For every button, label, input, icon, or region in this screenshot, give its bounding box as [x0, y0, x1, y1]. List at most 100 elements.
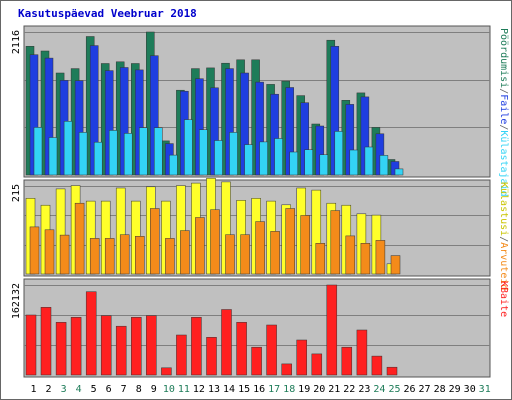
side-label-part: Arvuteid — [498, 242, 509, 290]
bar-Külastajaid-day-19 — [304, 149, 313, 176]
bar-Arvuteid-day-4 — [74, 202, 85, 275]
bar-Külastajaid-day-12 — [199, 129, 208, 176]
bar-KBaite-day-11 — [176, 334, 187, 376]
bar-Külastajaid-day-6 — [108, 130, 118, 176]
bar-Arvuteid-day-7 — [119, 234, 130, 275]
x-tick-label: 2 — [45, 384, 51, 395]
bar-Arvuteid-day-22 — [345, 235, 356, 275]
bar-KBaite-day-2 — [40, 307, 52, 376]
bar-KBaite-day-3 — [55, 322, 67, 376]
bar-Arvuteid-day-10 — [165, 238, 175, 275]
bar-Külastajaid-day-13 — [214, 140, 223, 176]
x-tick-label: 23 — [358, 384, 370, 395]
bar-Külastajaid-day-23 — [364, 146, 374, 176]
side-label-part: Külastusi — [498, 182, 509, 236]
x-tick-label: 30 — [464, 384, 476, 395]
bar-Külastajaid-day-9 — [154, 127, 163, 176]
bar-Külastajaid-day-5 — [93, 141, 103, 176]
panel-2: 215 — [11, 177, 491, 277]
bar-Arvuteid-day-13 — [210, 209, 220, 275]
bar-Arvuteid-day-9 — [150, 208, 160, 275]
bar-Arvuteid-day-11 — [180, 230, 190, 275]
bar-Külastajaid-day-17 — [274, 138, 283, 176]
x-tick-label: 20 — [313, 384, 325, 395]
x-tick-label: 24 — [373, 384, 385, 395]
x-tick-label: 3 — [61, 384, 67, 395]
chart-title: Kasutuspäevad Veebruar 2018 — [18, 7, 197, 20]
bar-Külastajaid-day-10 — [169, 154, 178, 176]
bar-Külastajaid-day-1 — [33, 127, 43, 176]
bar-KBaite-day-19 — [296, 339, 307, 376]
x-tick-label: 10 — [163, 384, 175, 395]
bar-Arvuteid-day-15 — [240, 234, 250, 275]
x-tick-label: 7 — [121, 384, 127, 395]
x-tick-label: 5 — [91, 384, 97, 395]
bar-KBaite-day-18 — [281, 363, 292, 376]
side-label-part: / — [498, 236, 509, 242]
bar-Arvuteid-day-20 — [315, 243, 326, 275]
bar-KBaite-day-16 — [251, 346, 262, 376]
bar-Arvuteid-day-2 — [44, 229, 55, 275]
bar-Arvuteid-day-17 — [270, 231, 280, 275]
bar-KBaite-day-8 — [131, 317, 142, 376]
bar-KBaite-day-15 — [236, 322, 247, 376]
bar-Arvuteid-day-24 — [375, 240, 386, 275]
panel-max-label: 215 — [11, 184, 22, 202]
bar-KBaite-day-20 — [311, 353, 323, 376]
x-tick-label: 6 — [106, 384, 112, 395]
bar-Külastajaid-day-16 — [259, 141, 268, 176]
x-tick-label: 17 — [268, 384, 280, 395]
bar-Arvuteid-day-21 — [330, 210, 341, 275]
bar-KBaite-day-9 — [146, 315, 157, 376]
bar-KBaite-day-10 — [161, 367, 172, 376]
side-label-middle: Külastusi/Arvuteid — [498, 182, 509, 290]
bar-KBaite-day-23 — [356, 329, 368, 376]
x-tick-label: 22 — [343, 384, 355, 395]
side-label-part: Faile — [498, 94, 509, 124]
x-tick-label: 29 — [449, 384, 461, 395]
x-tick-label: 28 — [434, 384, 446, 395]
side-label-part: KBaite — [498, 281, 509, 317]
bar-Külastajaid-day-24 — [379, 155, 389, 176]
side-label-part: / — [498, 124, 509, 130]
bar-KBaite-day-12 — [191, 317, 202, 376]
x-tick-label: 13 — [208, 384, 220, 395]
x-tick-label: 19 — [298, 384, 310, 395]
bar-KBaite-day-24 — [371, 355, 383, 376]
bar-Arvuteid-day-12 — [195, 217, 205, 275]
bar-KBaite-day-5 — [85, 291, 97, 376]
bar-Külastajaid-day-4 — [78, 132, 88, 176]
bar-Arvuteid-day-16 — [255, 221, 265, 275]
side-label-top: Pöördumisi/Faile/Külastajaid — [498, 28, 509, 197]
bar-Külastajaid-day-7 — [123, 133, 133, 176]
x-tick-label: 15 — [238, 384, 250, 395]
x-tick-label: 27 — [418, 384, 430, 395]
x-tick-label: 4 — [76, 384, 82, 395]
bar-Külastajaid-day-2 — [48, 137, 58, 176]
bar-KBaite-day-14 — [221, 309, 232, 376]
bar-KBaite-day-6 — [100, 315, 112, 376]
bar-Arvuteid-day-18 — [285, 208, 295, 275]
bar-Külastajaid-day-8 — [139, 127, 148, 176]
bar-Külastajaid-day-20 — [319, 154, 329, 176]
bar-KBaite-day-1 — [25, 314, 37, 376]
x-tick-label: 11 — [178, 384, 190, 395]
panel-1: 2116 — [11, 25, 491, 178]
bar-KBaite-day-17 — [266, 324, 277, 376]
bar-Arvuteid-day-1 — [29, 226, 40, 275]
bar-KBaite-day-7 — [115, 325, 127, 376]
bar-Arvuteid-day-14 — [225, 234, 235, 275]
bar-KBaite-day-22 — [341, 346, 353, 376]
panel-max-label: 162132 — [11, 283, 22, 319]
bar-Arvuteid-day-23 — [360, 243, 371, 275]
bar-Arvuteid-day-3 — [59, 234, 70, 275]
x-tick-label: 26 — [403, 384, 415, 395]
x-tick-label: 9 — [151, 384, 157, 395]
bar-Arvuteid-day-5 — [89, 238, 100, 275]
bar-KBaite-day-13 — [206, 337, 217, 376]
panel-max-label: 2116 — [11, 30, 22, 54]
bar-Arvuteid-day-19 — [300, 215, 310, 275]
side-label-part: / — [498, 88, 509, 94]
bar-KBaite-day-21 — [326, 284, 338, 376]
